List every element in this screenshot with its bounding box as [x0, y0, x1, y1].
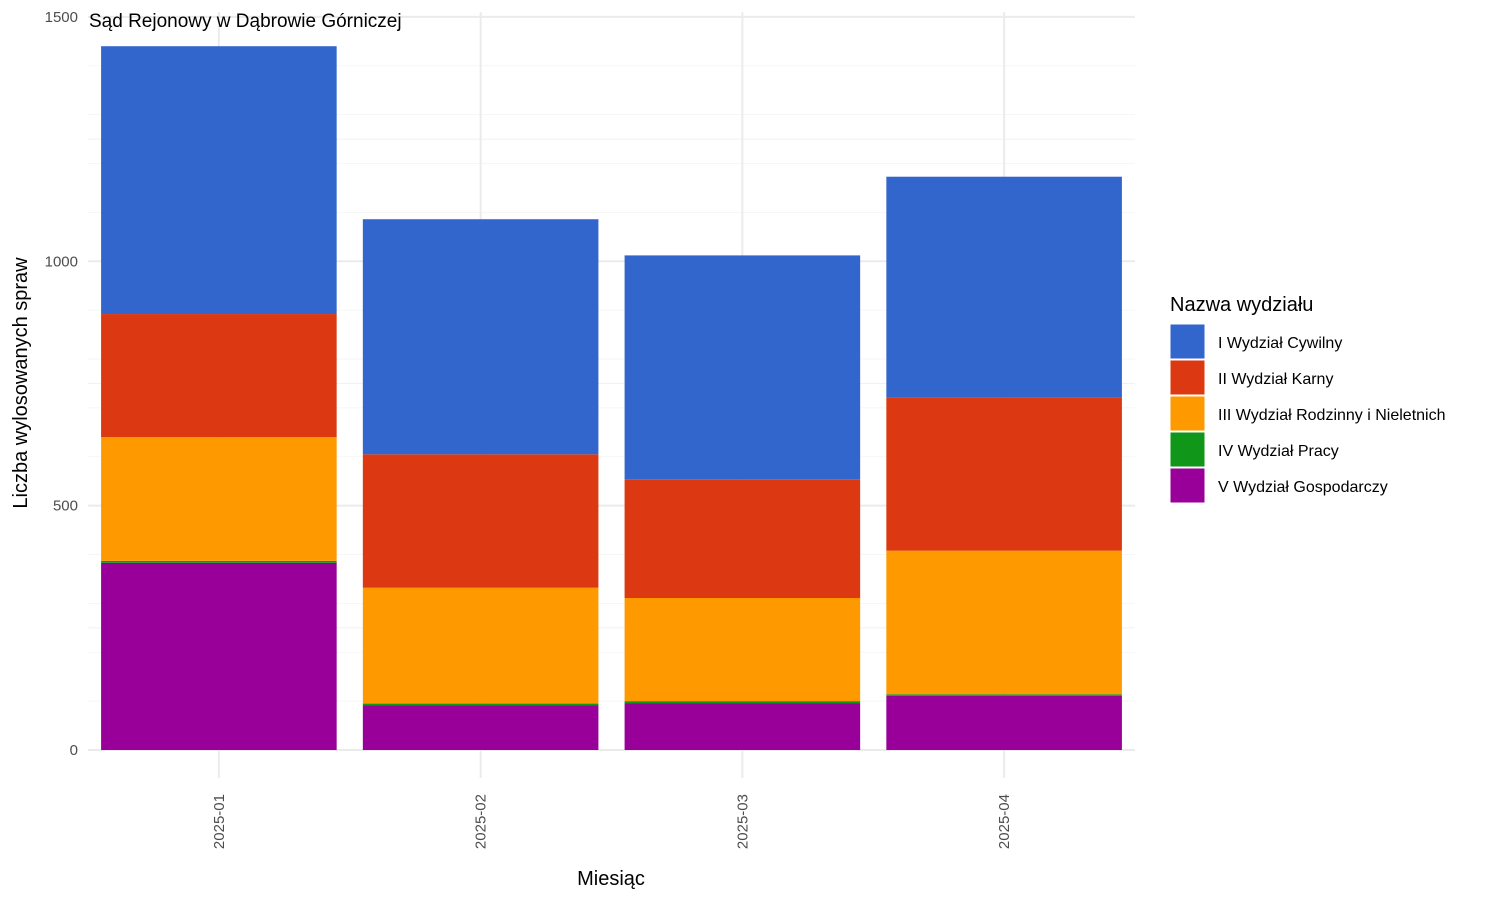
legend-swatch — [1169, 467, 1206, 504]
y-tick-labels: 0 500 1000 1500 — [45, 9, 78, 759]
bar-segment — [886, 397, 1122, 551]
legend-swatch — [1169, 323, 1206, 360]
bar-segment — [886, 695, 1122, 750]
bar-segment — [886, 550, 1122, 695]
bar-segment — [624, 479, 861, 599]
x-tick-label: 2025-03 — [734, 794, 751, 849]
bar-segment — [101, 314, 337, 438]
legend-label: II Wydział Karny — [1218, 371, 1333, 388]
legend-swatch — [1169, 359, 1206, 396]
x-tick-label: 2025-01 — [211, 794, 228, 849]
legend: Nazwa wydziału I Wydział Cywilny II Wydzi… — [1169, 294, 1446, 504]
y-tick-label: 500 — [53, 498, 78, 515]
x-tick-labels: 2025-01 2025-02 2025-03 2025-04 — [211, 794, 1013, 849]
legend-label: IV Wydział Pracy — [1218, 443, 1339, 460]
y-axis-title: Liczba wylosowanych spraw — [10, 257, 32, 509]
bar-segment — [362, 705, 599, 750]
bar-segment — [101, 562, 337, 750]
bar-segment — [624, 701, 861, 704]
bar-segment — [886, 694, 1122, 696]
y-tick-label: 1500 — [45, 9, 78, 26]
bar-segment — [362, 454, 599, 588]
legend-items: I Wydział Cywilny II Wydział Karny III Wyd… — [1169, 323, 1446, 504]
bar-segment — [101, 560, 337, 563]
legend-swatch — [1169, 431, 1206, 468]
bar-segment — [886, 176, 1122, 398]
bar-segment — [624, 255, 861, 480]
x-axis-title: Miesiąc — [577, 868, 645, 890]
legend-label: V Wydział Gospodarczy — [1218, 479, 1388, 496]
bar-segment — [362, 587, 599, 704]
bar-segment — [362, 219, 599, 455]
y-tick-label: 0 — [70, 742, 78, 759]
bar-segment — [101, 46, 337, 315]
legend-label: I Wydział Cywilny — [1218, 335, 1342, 352]
bar-segment — [101, 437, 337, 561]
bar-segment — [362, 703, 599, 706]
bar-segment — [624, 703, 861, 750]
y-tick-label: 1000 — [45, 253, 78, 270]
legend-swatch — [1169, 395, 1206, 432]
legend-label: III Wydział Rodzinny i Nieletnich — [1218, 407, 1446, 424]
x-tick-label: 2025-04 — [996, 794, 1013, 849]
legend-title: Nazwa wydziału — [1170, 294, 1313, 316]
bars — [101, 46, 1122, 750]
chart-title: Sąd Rejonowy w Dąbrowie Górniczej — [89, 11, 402, 32]
x-tick-label: 2025-02 — [473, 794, 490, 849]
bar-segment — [624, 598, 861, 702]
